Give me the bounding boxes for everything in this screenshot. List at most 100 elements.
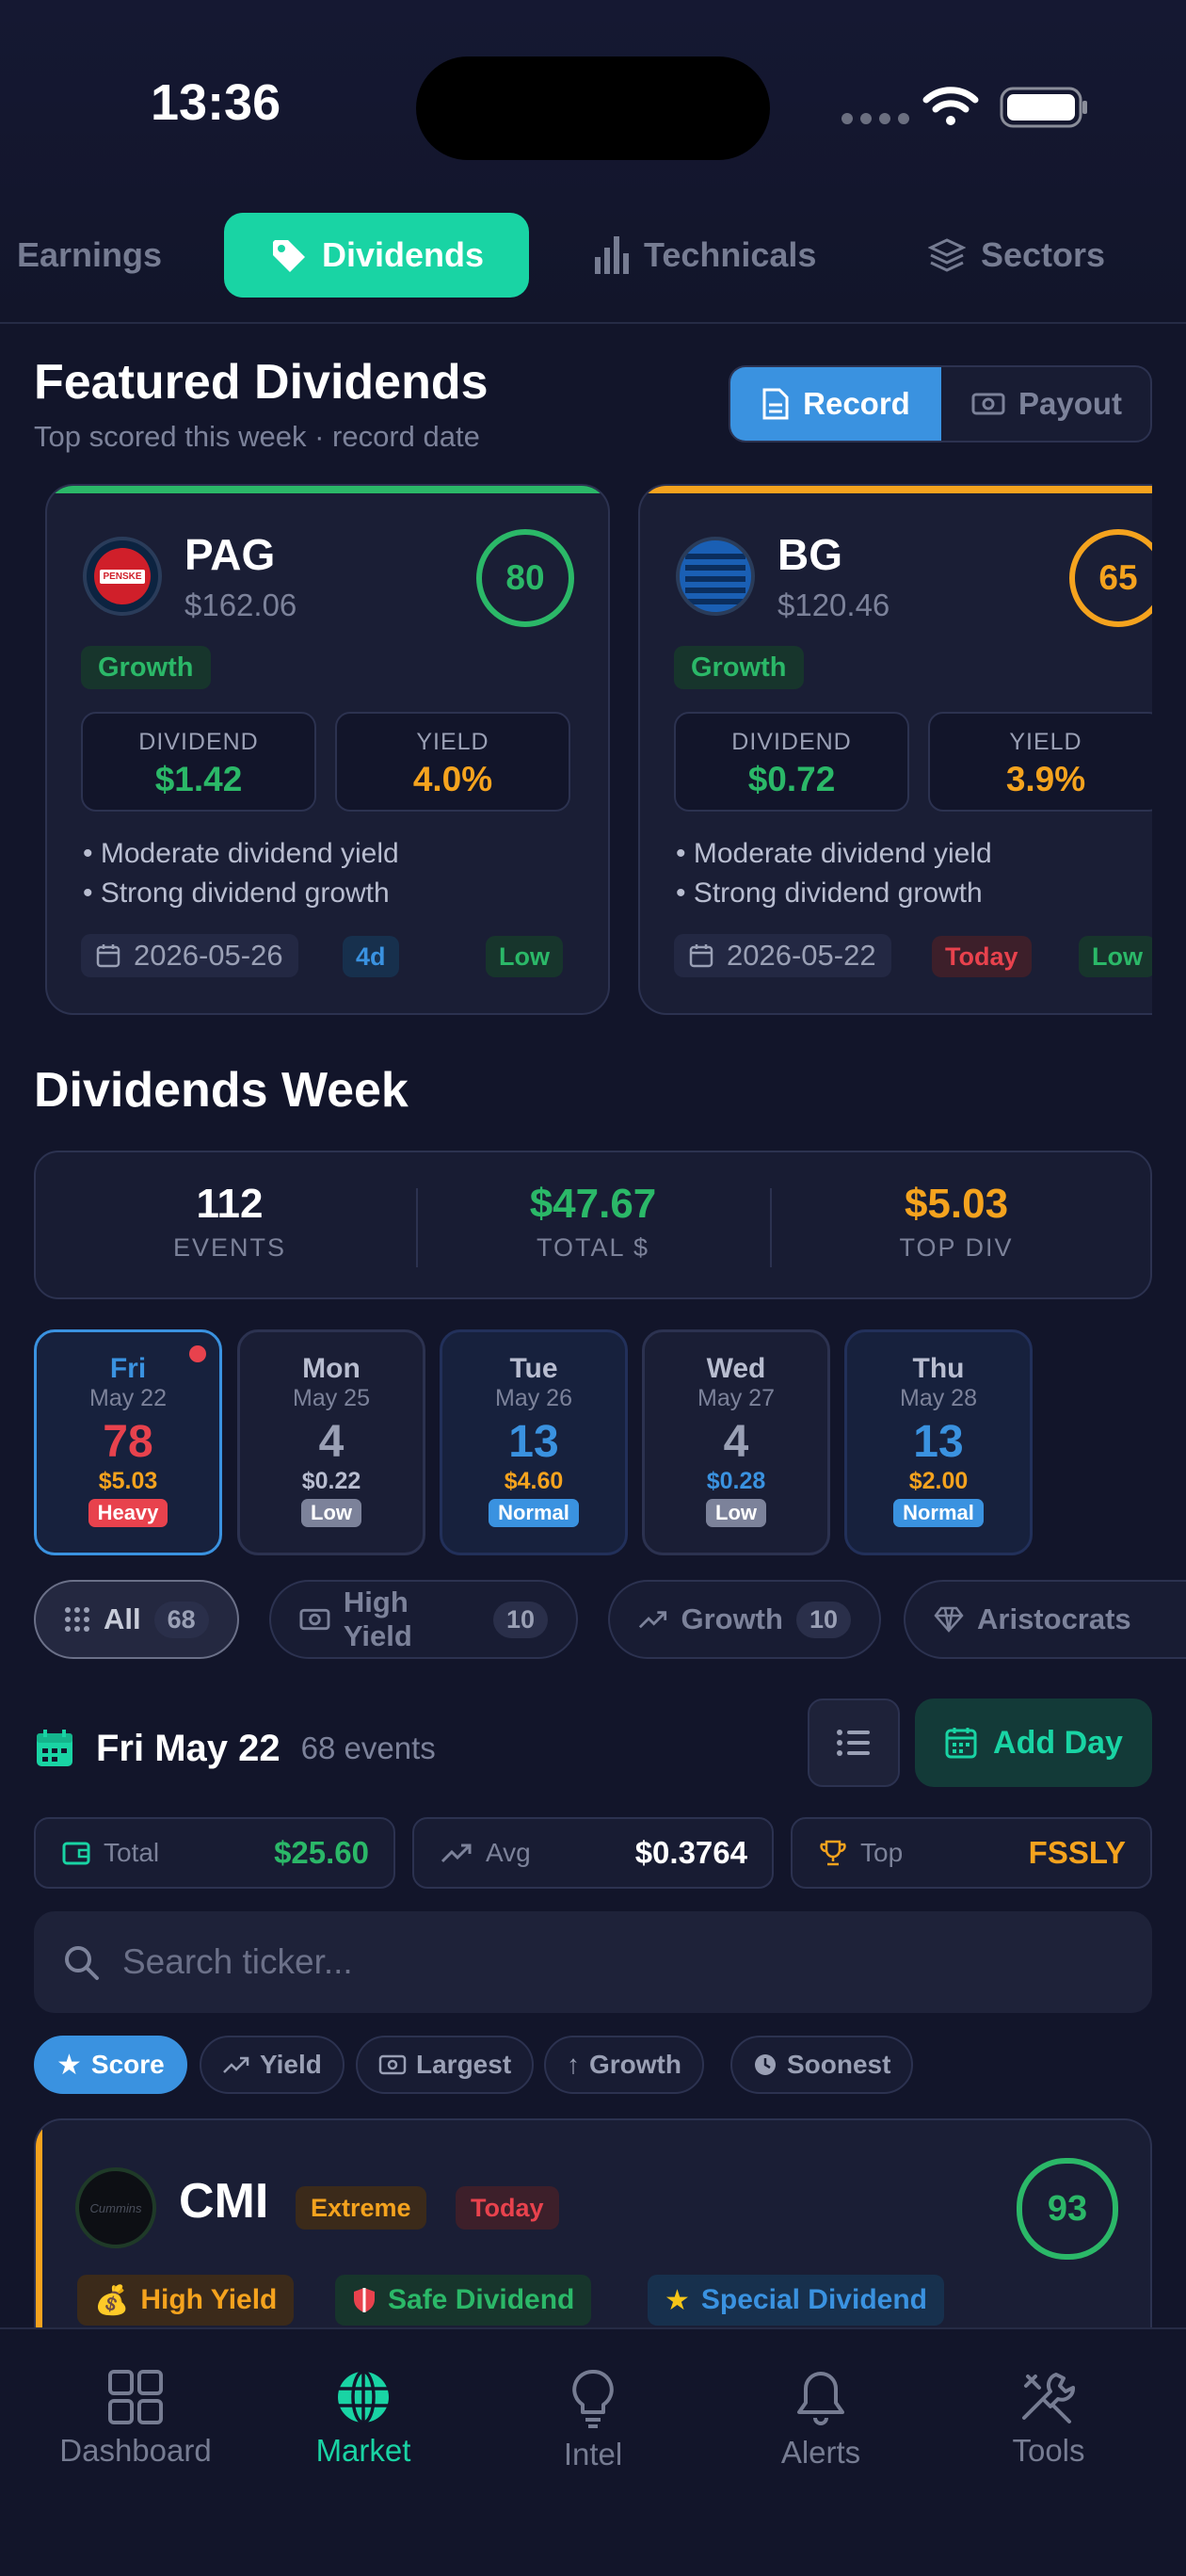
summary-total: Total $25.60 — [34, 1817, 395, 1889]
summary-label: Top — [860, 1838, 904, 1867]
day-name: Mon — [302, 1353, 361, 1384]
tag-label: High Yield — [140, 2284, 278, 2315]
filter-label: High Yield — [343, 1586, 412, 1652]
day-amount: $0.28 — [706, 1468, 766, 1494]
trending-up-icon — [441, 1843, 472, 1863]
tag-icon — [272, 240, 305, 272]
clock-icon — [755, 2054, 776, 2075]
day-mon[interactable]: Mon May 25 4 $0.22 Low — [237, 1329, 425, 1555]
day-name: Wed — [706, 1353, 766, 1384]
bullet: • Moderate dividend yield — [83, 838, 399, 869]
tab-sectors[interactable]: Sectors — [928, 213, 1105, 298]
day-title: Fri May 22 — [96, 1727, 280, 1769]
calendar-icon — [37, 1730, 72, 1766]
trending-up-icon — [223, 2056, 249, 2073]
day-level: Low — [301, 1499, 361, 1527]
day-date: May 22 — [89, 1385, 167, 1411]
company-logo: Cummins — [75, 2167, 156, 2248]
nav-market[interactable]: Market — [260, 2369, 467, 2469]
nav-alerts[interactable]: Alerts — [717, 2369, 924, 2471]
summary-key: Avg — [441, 1819, 531, 1887]
days-until-badge: 4d — [343, 936, 399, 977]
featured-card-pag[interactable]: PENSKE PAG $162.06 80 Growth DIVIDEND $1… — [45, 484, 610, 1015]
list-icon — [837, 1730, 870, 1756]
status-time: 13:36 — [151, 74, 281, 131]
day-fri[interactable]: Fri May 22 78 $5.03 Heavy — [34, 1329, 222, 1555]
day-amount: $0.22 — [301, 1468, 361, 1494]
score-accent-bar — [47, 486, 608, 493]
search-field[interactable]: Search ticker... — [34, 1911, 1152, 2013]
bullet: • Strong dividend growth — [83, 877, 390, 909]
money-bag-icon: 💰 — [94, 2284, 130, 2316]
day-level: Low — [706, 1499, 766, 1527]
day-name: Tue — [509, 1353, 558, 1384]
tab-label: Dividends — [321, 235, 485, 274]
day-amount: $4.60 — [504, 1468, 564, 1494]
stat-label: TOP DIV — [899, 1233, 1014, 1262]
filter-all[interactable]: All 68 — [34, 1580, 239, 1659]
day-thu[interactable]: Thu May 28 13 $2.00 Normal — [844, 1329, 1033, 1555]
nav-tools[interactable]: Tools — [945, 2369, 1152, 2469]
sort-growth[interactable]: ↑ Growth — [544, 2036, 704, 2094]
dividend-box: DIVIDEND $0.72 — [674, 712, 909, 812]
dividend-label: DIVIDEND — [138, 729, 259, 755]
sort-label: Soonest — [787, 2050, 891, 2079]
filter-growth[interactable]: Growth 10 — [608, 1580, 881, 1659]
tab-earnings[interactable]: Earnings — [17, 213, 162, 298]
nav-intel[interactable]: Intel — [489, 2369, 697, 2472]
day-count: 4 — [723, 1417, 749, 1467]
day-date: May 26 — [495, 1385, 572, 1411]
day-name: Thu — [912, 1353, 965, 1384]
bar-chart-icon — [595, 236, 629, 274]
trending-up-icon — [638, 1611, 667, 1629]
summary-value: FSSLY — [1028, 1835, 1126, 1870]
market-tabs: Earnings Dividends Technicals Sectors — [0, 213, 1186, 298]
sort-yield[interactable]: Yield — [200, 2036, 345, 2094]
risk-badge: Low — [486, 936, 563, 977]
payout-label: Payout — [1018, 386, 1123, 421]
sort-soonest[interactable]: Soonest — [730, 2036, 914, 2094]
tab-technicals[interactable]: Technicals — [593, 213, 816, 298]
nav-dashboard[interactable]: Dashboard — [32, 2369, 239, 2469]
nav-label: Alerts — [780, 2435, 861, 2470]
arrow-up-icon: ↑ — [567, 2050, 580, 2079]
ticker: PAG — [184, 530, 276, 579]
day-count: 13 — [508, 1417, 559, 1467]
yield-value: 3.9% — [1005, 760, 1086, 798]
sort-score[interactable]: ★ Score — [34, 2036, 187, 2094]
cellular-signal-icon — [841, 113, 909, 124]
day-level: Normal — [893, 1499, 984, 1527]
filter-high-yield[interactable]: High Yield 10 — [269, 1580, 578, 1659]
lightbulb-icon — [572, 2369, 614, 2428]
day-tue[interactable]: Tue May 26 13 $4.60 Normal — [440, 1329, 628, 1555]
summary-key: Total — [62, 1819, 159, 1887]
globe-icon — [338, 2370, 389, 2424]
summary-value: $25.60 — [274, 1835, 369, 1870]
sort-largest[interactable]: Largest — [356, 2036, 535, 2094]
when-badge: Today — [456, 2186, 559, 2230]
record-label: Record — [803, 386, 910, 421]
sort-label: Yield — [260, 2050, 322, 2079]
day-wed[interactable]: Wed May 27 4 $0.28 Low — [642, 1329, 830, 1555]
day-amount: $5.03 — [98, 1468, 158, 1494]
company-logo — [676, 537, 755, 616]
add-day-label: Add Day — [993, 1724, 1123, 1761]
day-name: Fri — [109, 1353, 147, 1384]
add-day-button[interactable]: Add Day — [915, 1699, 1152, 1787]
dividend-value: $1.42 — [154, 760, 243, 798]
week-stats: 112 EVENTS $47.67 TOTAL $ $5.03 TOP DIV — [34, 1151, 1152, 1299]
payout-button[interactable]: Payout — [941, 367, 1150, 441]
filter-aristocrats[interactable]: Aristocrats — [904, 1580, 1186, 1659]
category-tag: Growth — [81, 646, 211, 689]
divider — [416, 1188, 418, 1267]
stat-value: $47.67 — [529, 1181, 657, 1227]
tab-dividends[interactable]: Dividends — [224, 213, 529, 298]
list-view-button[interactable] — [808, 1699, 900, 1787]
record-date: 2026-05-26 — [81, 934, 298, 977]
featured-card-bg[interactable]: BG $120.46 65 Growth DIVIDEND $0.72 YIEL… — [638, 484, 1152, 1015]
filter-count: 10 — [795, 1601, 851, 1638]
diamond-icon — [934, 1606, 964, 1633]
record-button[interactable]: Record — [730, 367, 941, 441]
dividend-value: $0.72 — [747, 760, 836, 798]
